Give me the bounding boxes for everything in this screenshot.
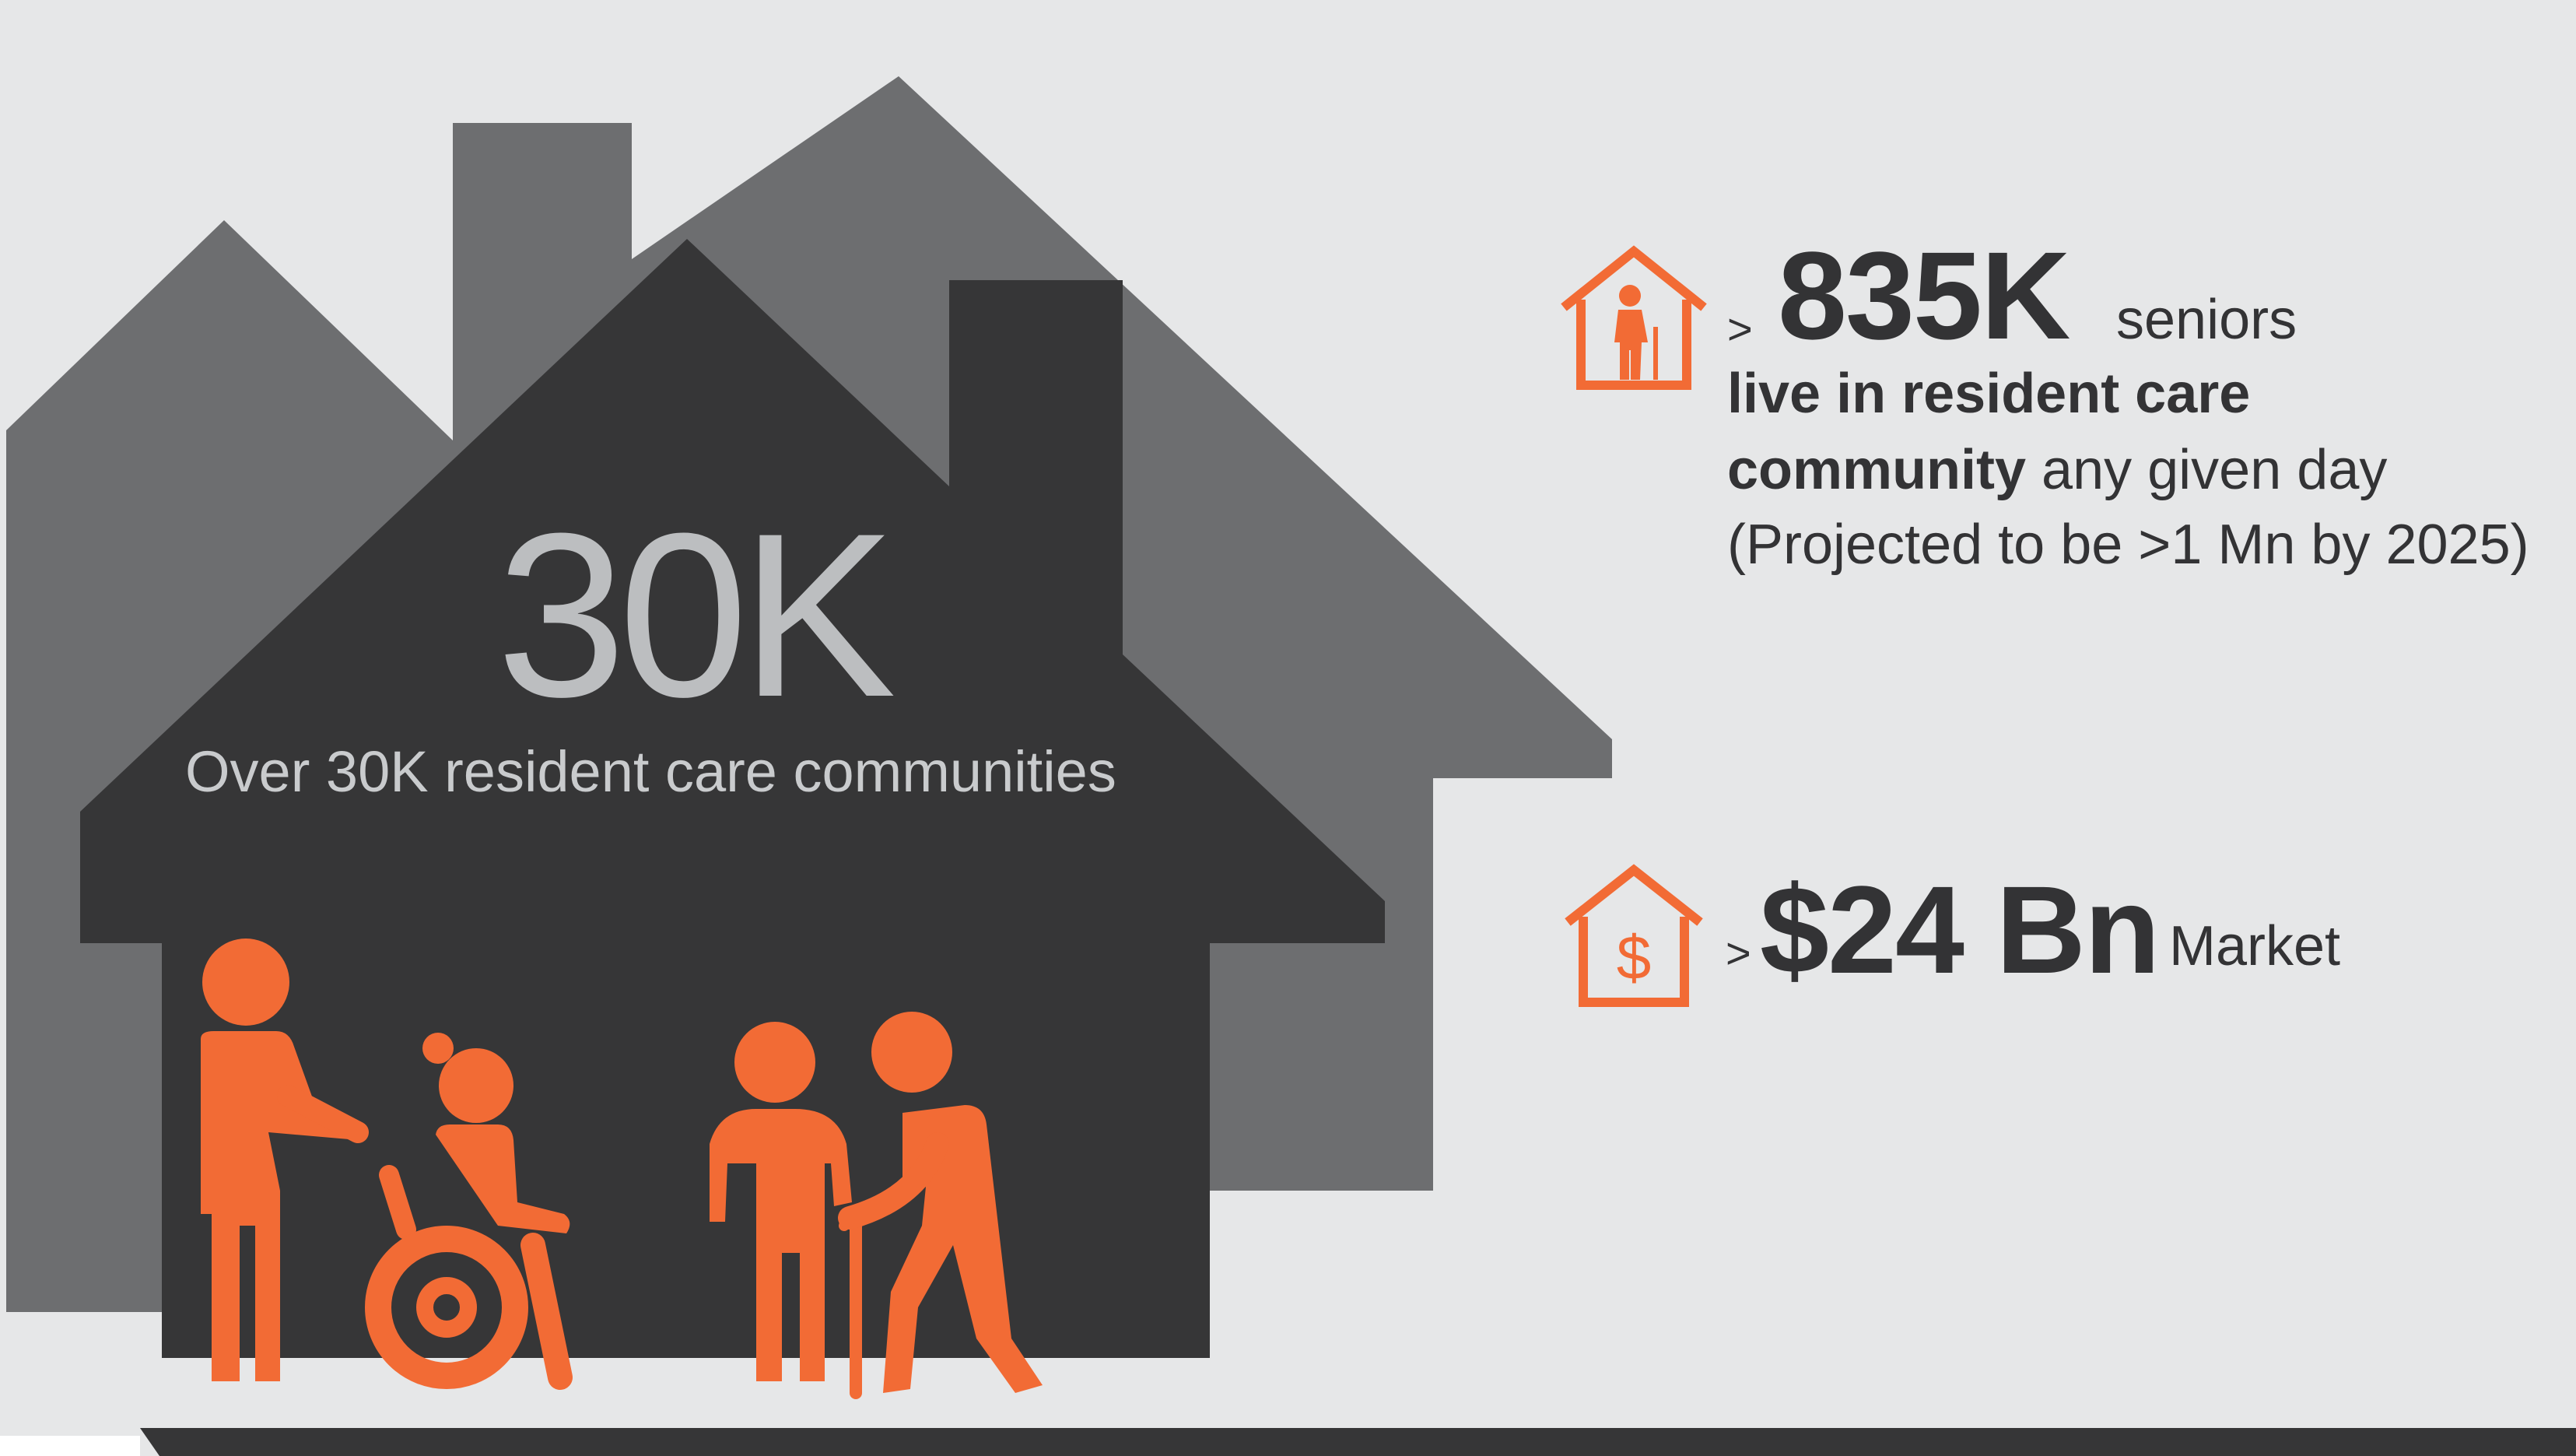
house-dollar-icon: $ xyxy=(1565,864,1703,1007)
main-house xyxy=(80,239,1385,1358)
bottom-bar-bg xyxy=(0,1436,140,1456)
seniors-line-2-rest: any given day xyxy=(2026,439,2388,501)
wheelchair-user-figure xyxy=(365,1033,573,1390)
seniors-line-2-bold: community xyxy=(1727,439,2027,501)
elderly-man-figure xyxy=(710,1022,867,1399)
hero-number: 30K xyxy=(496,484,896,746)
seniors-line-1: live in resident care xyxy=(1727,363,2251,425)
seniors-value: 835K xyxy=(1778,226,2070,365)
seniors-line-3: (Projected to be >1 Mn by 2025) xyxy=(1727,514,2529,576)
seniors-unit: seniors xyxy=(2116,289,2297,351)
market-value: $24 Bn xyxy=(1760,860,2161,999)
market-unit: Market xyxy=(2169,915,2341,977)
supporting-caregiver-figure xyxy=(838,1012,1043,1393)
bottom-bar xyxy=(140,1428,2576,1456)
seniors-prefix: > xyxy=(1727,304,1753,353)
svg-text:$: $ xyxy=(1617,923,1652,992)
people-group xyxy=(201,939,1043,1399)
seniors-line-2: community any given day xyxy=(1727,442,2387,498)
house-elderly-person-icon xyxy=(1561,245,1707,390)
market-prefix: > xyxy=(1726,928,1751,977)
hero-caption: Over 30K resident care communities xyxy=(185,739,1116,804)
caregiver-figure xyxy=(201,939,369,1381)
